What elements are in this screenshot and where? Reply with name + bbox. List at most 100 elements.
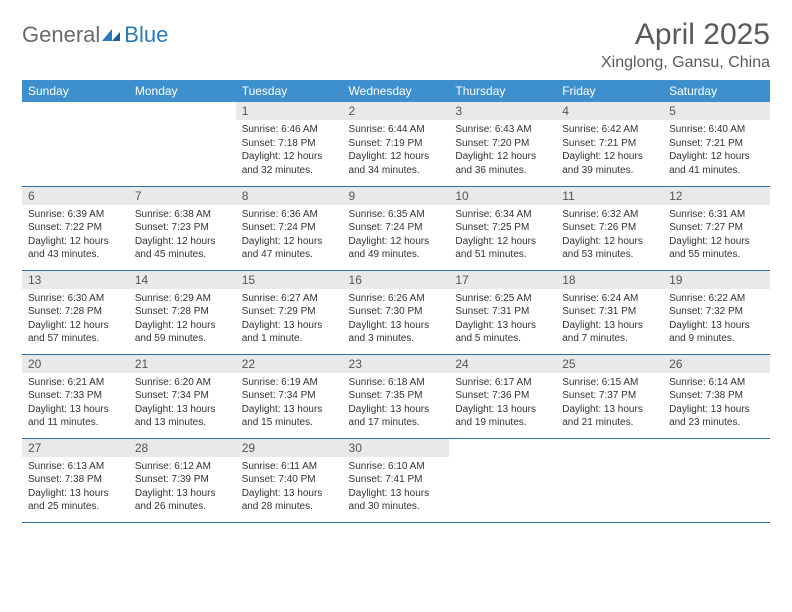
day-detail-line: and 23 minutes. (669, 416, 764, 430)
day-detail-line: Daylight: 13 hours (669, 319, 764, 333)
day-detail-line: Sunrise: 6:44 AM (349, 123, 444, 137)
calendar-day-cell: 28Sunrise: 6:12 AMSunset: 7:39 PMDayligh… (129, 438, 236, 522)
day-detail-line: Sunset: 7:33 PM (28, 389, 123, 403)
day-detail-line: Sunset: 7:34 PM (135, 389, 230, 403)
day-detail-line: Sunset: 7:37 PM (562, 389, 657, 403)
calendar-day-cell (663, 438, 770, 522)
day-detail-line: Sunrise: 6:30 AM (28, 292, 123, 306)
day-details: Sunrise: 6:18 AMSunset: 7:35 PMDaylight:… (343, 373, 450, 434)
calendar-day-cell: 27Sunrise: 6:13 AMSunset: 7:38 PMDayligh… (22, 438, 129, 522)
day-detail-line: Sunrise: 6:10 AM (349, 460, 444, 474)
day-detail-line: Sunrise: 6:13 AM (28, 460, 123, 474)
day-detail-line: Daylight: 12 hours (28, 319, 123, 333)
day-detail-line: and 51 minutes. (455, 248, 550, 262)
day-detail-line: Sunrise: 6:14 AM (669, 376, 764, 390)
day-detail-line: and 19 minutes. (455, 416, 550, 430)
day-detail-line: and 9 minutes. (669, 332, 764, 346)
calendar-day-cell: 9Sunrise: 6:35 AMSunset: 7:24 PMDaylight… (343, 186, 450, 270)
day-detail-line: Sunrise: 6:43 AM (455, 123, 550, 137)
calendar-day-cell: 30Sunrise: 6:10 AMSunset: 7:41 PMDayligh… (343, 438, 450, 522)
day-detail-line: Daylight: 13 hours (242, 403, 337, 417)
day-number: 30 (343, 439, 450, 457)
calendar-day-cell: 17Sunrise: 6:25 AMSunset: 7:31 PMDayligh… (449, 270, 556, 354)
calendar-day-cell: 18Sunrise: 6:24 AMSunset: 7:31 PMDayligh… (556, 270, 663, 354)
day-detail-line: Sunrise: 6:20 AM (135, 376, 230, 390)
day-header: Sunday (22, 80, 129, 102)
day-detail-line: and 26 minutes. (135, 500, 230, 514)
calendar-day-cell: 15Sunrise: 6:27 AMSunset: 7:29 PMDayligh… (236, 270, 343, 354)
day-detail-line: Daylight: 13 hours (135, 487, 230, 501)
day-header: Friday (556, 80, 663, 102)
calendar-day-cell: 23Sunrise: 6:18 AMSunset: 7:35 PMDayligh… (343, 354, 450, 438)
day-detail-line: and 32 minutes. (242, 164, 337, 178)
day-detail-line: Sunrise: 6:25 AM (455, 292, 550, 306)
calendar-day-cell (449, 438, 556, 522)
day-number: 29 (236, 439, 343, 457)
day-detail-line: Sunset: 7:18 PM (242, 137, 337, 151)
day-detail-line: Sunset: 7:39 PM (135, 473, 230, 487)
day-detail-line: Sunset: 7:19 PM (349, 137, 444, 151)
calendar-day-cell: 20Sunrise: 6:21 AMSunset: 7:33 PMDayligh… (22, 354, 129, 438)
day-detail-line: Sunset: 7:40 PM (242, 473, 337, 487)
day-header: Thursday (449, 80, 556, 102)
day-details: Sunrise: 6:43 AMSunset: 7:20 PMDaylight:… (449, 120, 556, 181)
calendar-table: Sunday Monday Tuesday Wednesday Thursday… (22, 80, 770, 523)
location: Xinglong, Gansu, China (601, 54, 770, 72)
calendar-week-row: 1Sunrise: 6:46 AMSunset: 7:18 PMDaylight… (22, 102, 770, 186)
day-number: 21 (129, 355, 236, 373)
day-detail-line: and 28 minutes. (242, 500, 337, 514)
day-detail-line: and 1 minute. (242, 332, 337, 346)
day-detail-line: Daylight: 12 hours (349, 235, 444, 249)
day-number: 9 (343, 187, 450, 205)
day-number: 10 (449, 187, 556, 205)
day-detail-line: Sunrise: 6:35 AM (349, 208, 444, 222)
day-details: Sunrise: 6:38 AMSunset: 7:23 PMDaylight:… (129, 205, 236, 266)
day-detail-line: Daylight: 12 hours (28, 235, 123, 249)
calendar-day-cell: 4Sunrise: 6:42 AMSunset: 7:21 PMDaylight… (556, 102, 663, 186)
day-details: Sunrise: 6:32 AMSunset: 7:26 PMDaylight:… (556, 205, 663, 266)
day-detail-line: Sunrise: 6:32 AM (562, 208, 657, 222)
day-detail-line: Daylight: 12 hours (242, 150, 337, 164)
day-detail-line: Sunrise: 6:27 AM (242, 292, 337, 306)
calendar-week-row: 6Sunrise: 6:39 AMSunset: 7:22 PMDaylight… (22, 186, 770, 270)
day-details: Sunrise: 6:25 AMSunset: 7:31 PMDaylight:… (449, 289, 556, 350)
day-details: Sunrise: 6:34 AMSunset: 7:25 PMDaylight:… (449, 205, 556, 266)
day-detail-line: Daylight: 13 hours (242, 319, 337, 333)
calendar-day-cell: 7Sunrise: 6:38 AMSunset: 7:23 PMDaylight… (129, 186, 236, 270)
day-detail-line: Daylight: 12 hours (669, 235, 764, 249)
day-details: Sunrise: 6:27 AMSunset: 7:29 PMDaylight:… (236, 289, 343, 350)
logo-mark-icon (102, 27, 122, 43)
calendar-day-cell: 11Sunrise: 6:32 AMSunset: 7:26 PMDayligh… (556, 186, 663, 270)
day-header: Saturday (663, 80, 770, 102)
day-detail-line: Sunrise: 6:36 AM (242, 208, 337, 222)
day-details: Sunrise: 6:15 AMSunset: 7:37 PMDaylight:… (556, 373, 663, 434)
day-detail-line: and 11 minutes. (28, 416, 123, 430)
day-number: 14 (129, 271, 236, 289)
day-detail-line: and 5 minutes. (455, 332, 550, 346)
day-detail-line: and 47 minutes. (242, 248, 337, 262)
day-details: Sunrise: 6:13 AMSunset: 7:38 PMDaylight:… (22, 457, 129, 518)
day-number: 22 (236, 355, 343, 373)
day-detail-line: Daylight: 13 hours (28, 487, 123, 501)
calendar-day-cell: 2Sunrise: 6:44 AMSunset: 7:19 PMDaylight… (343, 102, 450, 186)
day-number: 18 (556, 271, 663, 289)
calendar-day-cell: 16Sunrise: 6:26 AMSunset: 7:30 PMDayligh… (343, 270, 450, 354)
day-details: Sunrise: 6:39 AMSunset: 7:22 PMDaylight:… (22, 205, 129, 266)
day-detail-line: Daylight: 12 hours (562, 150, 657, 164)
calendar-day-cell: 26Sunrise: 6:14 AMSunset: 7:38 PMDayligh… (663, 354, 770, 438)
calendar-day-cell: 1Sunrise: 6:46 AMSunset: 7:18 PMDaylight… (236, 102, 343, 186)
day-detail-line: Sunrise: 6:34 AM (455, 208, 550, 222)
day-detail-line: Daylight: 12 hours (242, 235, 337, 249)
day-detail-line: Daylight: 13 hours (349, 487, 444, 501)
day-details: Sunrise: 6:26 AMSunset: 7:30 PMDaylight:… (343, 289, 450, 350)
day-number: 8 (236, 187, 343, 205)
day-detail-line: and 55 minutes. (669, 248, 764, 262)
day-detail-line: Sunset: 7:28 PM (135, 305, 230, 319)
day-detail-line: and 57 minutes. (28, 332, 123, 346)
day-header: Wednesday (343, 80, 450, 102)
day-header: Monday (129, 80, 236, 102)
day-detail-line: and 30 minutes. (349, 500, 444, 514)
day-details: Sunrise: 6:35 AMSunset: 7:24 PMDaylight:… (343, 205, 450, 266)
day-detail-line: and 25 minutes. (28, 500, 123, 514)
day-detail-line: and 59 minutes. (135, 332, 230, 346)
